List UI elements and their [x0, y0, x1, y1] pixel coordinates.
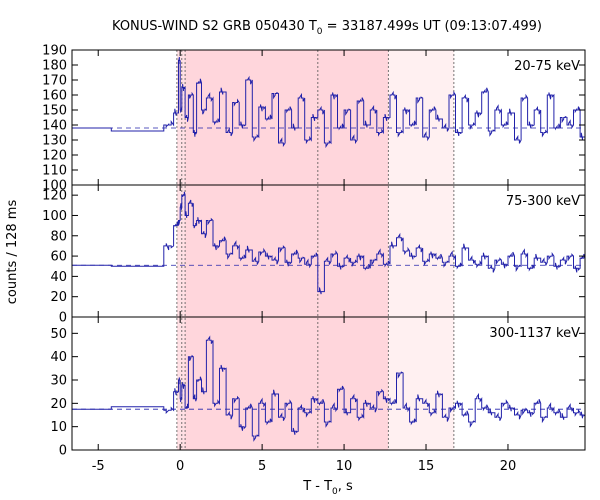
x-tick-label-5: 20 [500, 459, 517, 474]
panel-label-0: 20-75 keV [514, 59, 580, 74]
y-tick-label-0-0: 100 [42, 179, 67, 194]
y-tick-label-0-7: 170 [42, 74, 67, 89]
y-tick-label-2-2: 20 [50, 397, 67, 412]
x-axis-label: T - T0, s [302, 479, 353, 497]
y-tick-label-2-5: 50 [50, 327, 67, 342]
x-tick-label-1: 0 [176, 459, 184, 474]
y-tick-label-1-3: 60 [50, 250, 67, 265]
data-layer [72, 57, 586, 442]
y-tick-label-0-1: 110 [42, 164, 67, 179]
panel-frame-2 [71, 316, 586, 451]
y-tick-label-0-6: 160 [42, 89, 67, 104]
x-tick-label-4: 15 [418, 459, 435, 474]
y-tick-label-2-1: 10 [50, 420, 67, 435]
y-tick-label-2-3: 30 [50, 374, 67, 389]
y-tick-label-1-4: 80 [50, 229, 67, 244]
panel-label-1: 75-300 keV [506, 194, 580, 209]
y-axis-label: counts / 128 ms [5, 200, 20, 305]
panel-label-2: 300-1137 keV [489, 326, 580, 341]
y-tick-label-1-2: 40 [50, 270, 67, 285]
y-tick-label-1-5: 100 [42, 209, 67, 224]
text-layer: KONUS-WIND S2 GRB 050430 T0 = 33187.499s… [5, 19, 542, 497]
shaded-region-1 [185, 50, 389, 450]
y-tick-label-0-5: 150 [42, 104, 67, 119]
y-tick-label-2-4: 40 [50, 350, 67, 365]
y-tick-label-0-4: 140 [42, 119, 67, 134]
y-tick-label-0-3: 130 [42, 134, 67, 149]
y-tick-label-1-1: 20 [50, 290, 67, 305]
chart-title: KONUS-WIND S2 GRB 050430 T0 = 33187.499s… [112, 19, 542, 37]
y-tick-label-2-0: 0 [59, 444, 67, 459]
light-curve-1 [72, 191, 586, 295]
light-curve-0 [72, 57, 585, 149]
y-tick-label-1-6: 120 [42, 189, 67, 204]
light-curve-2 [72, 335, 586, 442]
y-tick-label-0-9: 190 [42, 44, 67, 59]
x-tick-label-2: 5 [258, 459, 266, 474]
y-tick-label-0-2: 120 [42, 149, 67, 164]
shading-layer [176, 50, 455, 450]
x-tick-label-0: -5 [92, 459, 105, 474]
y-tick-label-0-8: 180 [42, 59, 67, 74]
y-tick-label-1-0: 0 [59, 311, 67, 326]
x-tick-label-3: 10 [336, 459, 353, 474]
